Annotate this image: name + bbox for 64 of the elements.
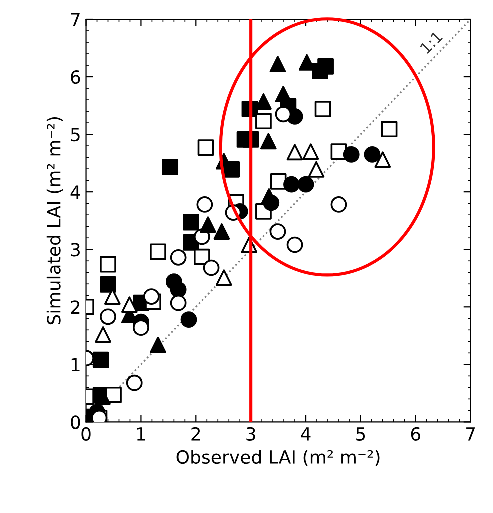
y-tick-label: 1 [72, 358, 80, 372]
point [100, 256, 116, 273]
point [150, 336, 166, 354]
point [150, 244, 166, 260]
point [256, 113, 272, 130]
y-tick-label: 4 [70, 186, 80, 199]
point [143, 288, 160, 305]
x-axis-title: Observed LAI (m² m⁻²) [176, 450, 380, 466]
point [203, 260, 220, 276]
x-tick-label: 7 [466, 428, 476, 441]
point [133, 320, 150, 336]
point [214, 224, 230, 240]
point [162, 159, 179, 176]
point [198, 140, 214, 156]
annotation: 1:1 [420, 31, 444, 54]
point [200, 216, 216, 234]
point [106, 386, 122, 404]
point [374, 152, 392, 168]
point [343, 146, 360, 163]
point [194, 248, 210, 266]
x-tick-label: 3 [246, 427, 256, 442]
point [314, 101, 332, 118]
point [308, 161, 325, 178]
y-tick-label: 3 [71, 243, 80, 257]
point [312, 63, 328, 80]
point [364, 146, 381, 163]
point [126, 374, 143, 392]
y-tick-label: 6 [71, 70, 80, 84]
point [100, 308, 116, 326]
point [180, 312, 198, 328]
x-tick-label: 1 [137, 428, 146, 441]
point [183, 214, 200, 231]
point [302, 144, 320, 160]
x-tick-label: 0 [82, 427, 91, 442]
point [270, 174, 287, 190]
point [275, 106, 292, 123]
point [286, 236, 304, 254]
point [92, 352, 110, 368]
point [298, 176, 314, 193]
point [270, 56, 286, 73]
point [170, 249, 187, 266]
x-tick-label: 4 [301, 428, 311, 441]
point [196, 196, 214, 213]
y-tick-label: 2 [71, 300, 80, 314]
x-tick-label: 5 [356, 428, 366, 442]
point [275, 86, 292, 102]
point [330, 196, 348, 213]
point [100, 276, 116, 293]
point [260, 133, 277, 150]
point [170, 282, 187, 298]
point [95, 326, 112, 343]
point [270, 224, 286, 240]
point [284, 176, 300, 193]
point [170, 294, 187, 312]
y-tick-label: 7 [71, 13, 80, 26]
y-axis-title: Simulated LAI (m² m⁻²) [46, 117, 63, 325]
point [216, 270, 232, 286]
x-tick-label: 6 [411, 427, 420, 442]
x-tick-label: 2 [192, 427, 200, 441]
point [121, 296, 138, 314]
y-tick-label: 0 [71, 416, 80, 430]
point [286, 144, 304, 161]
y-tick-label: 5 [71, 128, 80, 142]
point [381, 121, 398, 138]
